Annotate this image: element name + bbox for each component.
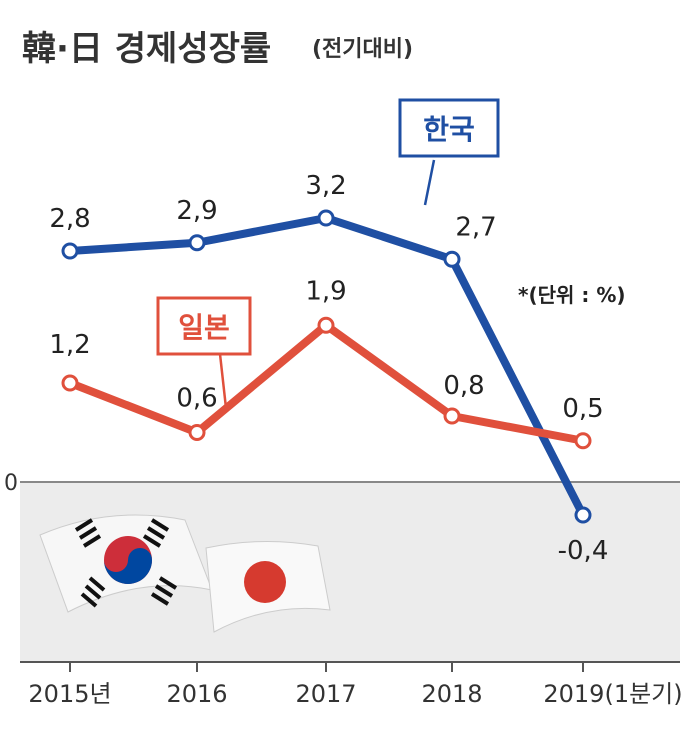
x-tick-label: 2018 <box>421 680 482 708</box>
zero-label: 0 <box>4 471 18 496</box>
data-point <box>443 250 461 268</box>
unit-note: *(단위 : %) <box>518 283 626 307</box>
callout-korea: 한국 <box>398 98 500 206</box>
series-line-korea <box>69 214 587 517</box>
data-point <box>317 316 335 334</box>
x-tick-label: 2015년 <box>28 680 111 708</box>
data-point <box>188 424 206 441</box>
x-ticks: 2015년 2016 2017 2018 2019(1분기) <box>28 662 683 708</box>
data-point <box>317 209 335 227</box>
series-layer: 2,8 2,9 3,2 2,7 -0,4 1,2 0,6 1,9 0,8 0,5 <box>49 171 608 566</box>
x-tick-label: 2019(1분기) <box>543 680 682 708</box>
data-label: 2,7 <box>455 212 496 242</box>
data-label: 2,9 <box>176 196 217 226</box>
data-label: 1,2 <box>49 330 90 360</box>
data-label: 0,8 <box>443 371 484 401</box>
data-point <box>61 242 79 260</box>
data-label: 0,5 <box>562 394 603 424</box>
chart-title: 韓·日 경제성장률 <box>22 29 271 69</box>
series-line-japan <box>68 321 584 445</box>
data-point <box>574 432 592 450</box>
chart-subtitle: (전기대비) <box>312 37 413 62</box>
callout-japan: 일본 <box>156 296 252 409</box>
data-point <box>188 234 206 252</box>
data-label: 2,8 <box>49 204 90 234</box>
korea-flag-icon <box>39 514 213 613</box>
data-point <box>61 374 79 392</box>
legend-japan-label: 일본 <box>178 311 230 344</box>
japan-flag-icon <box>205 540 331 633</box>
data-label: 1,9 <box>305 276 346 306</box>
data-label: -0,4 <box>558 536 609 566</box>
legend-korea-label: 한국 <box>423 113 475 146</box>
data-label: 3,2 <box>305 171 346 201</box>
data-label: 0,6 <box>176 384 217 414</box>
data-point <box>443 407 461 425</box>
data-point <box>574 506 592 524</box>
x-tick-label: 2017 <box>295 680 356 708</box>
x-tick-label: 2016 <box>166 680 227 708</box>
